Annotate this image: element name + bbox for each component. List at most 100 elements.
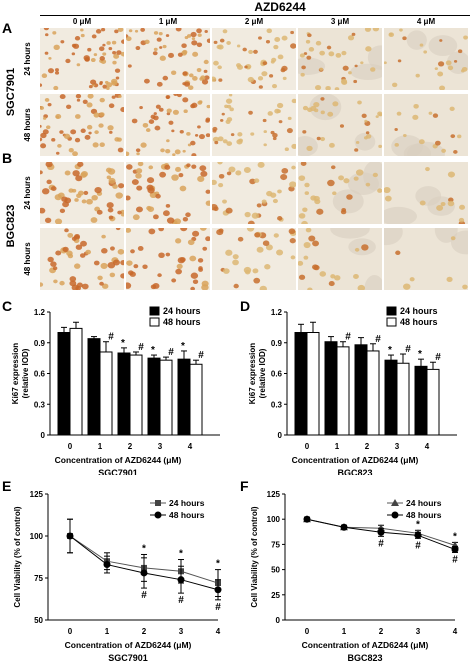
micrograph-image xyxy=(298,94,382,156)
bar xyxy=(99,351,113,436)
significance-mark: # xyxy=(345,332,351,343)
chart-subtitle: BGC823 xyxy=(337,468,372,475)
bar xyxy=(177,358,191,436)
micrograph-image xyxy=(298,162,382,224)
x-tick-label: 0 xyxy=(305,627,310,636)
significance-mark: # xyxy=(108,332,114,343)
micrograph-image xyxy=(212,94,296,156)
y-tick-label: 0 xyxy=(276,616,281,625)
x-axis-label: Concentration of AZD6244 (μM) xyxy=(292,455,419,465)
legend-label: 24 hours xyxy=(163,306,201,316)
concentration-column-label: 0 μM xyxy=(72,17,92,26)
x-axis-label: Concentration of AZD6244 (μM) xyxy=(55,455,182,465)
x-tick-label: 2 xyxy=(365,442,370,451)
y-tick-label: 1.2 xyxy=(271,308,283,317)
timepoint-row-label: 24 hours xyxy=(23,176,32,210)
x-axis-label: Concentration of AZD6244 (μM) xyxy=(65,640,192,650)
bar xyxy=(324,341,338,436)
chart-subtitle: SGC7901 xyxy=(108,653,148,663)
micrograph-image xyxy=(384,94,468,156)
cell-line-label: BGC823 xyxy=(5,204,17,248)
y-tick-label: 50 xyxy=(271,566,280,575)
panel-letter-f: F xyxy=(240,478,249,494)
data-point xyxy=(103,561,111,569)
bar xyxy=(129,354,143,436)
micrograph-image xyxy=(126,28,210,90)
x-tick-label: 1 xyxy=(335,442,340,451)
micrograph-image xyxy=(126,162,210,224)
significance-mark: # xyxy=(452,554,458,565)
x-tick-label: 1 xyxy=(342,627,347,636)
y-axis-label: Cell Viability (% of control) xyxy=(13,506,22,608)
panel-letter-b: B xyxy=(2,150,13,166)
bar xyxy=(366,350,380,436)
micrograph-image xyxy=(384,28,468,90)
legend-swatch xyxy=(386,306,397,316)
data-point xyxy=(377,528,385,536)
significance-mark: # xyxy=(141,590,147,601)
y-tick-label: 0.3 xyxy=(34,400,46,409)
significance-mark: * xyxy=(416,519,420,530)
bar xyxy=(69,327,83,436)
significance-mark: * xyxy=(151,345,155,356)
concentration-column-label: 3 μM xyxy=(330,17,350,26)
legend-label: 48 hours xyxy=(400,317,438,327)
x-tick-label: 4 xyxy=(425,442,430,451)
y-axis-label: (relative IOD) xyxy=(21,348,30,398)
bar xyxy=(189,363,203,436)
micrograph-image xyxy=(298,28,382,90)
y-tick-label: 0.9 xyxy=(34,339,46,348)
bar xyxy=(354,344,368,436)
bar xyxy=(147,357,161,436)
y-axis-label: (relative IOD) xyxy=(258,348,267,398)
significance-mark: * xyxy=(179,549,183,560)
significance-mark: # xyxy=(415,540,421,551)
significance-mark: * xyxy=(181,341,185,352)
x-tick-label: 2 xyxy=(128,442,133,451)
bar xyxy=(396,362,410,436)
significance-mark: # xyxy=(138,342,144,353)
bar xyxy=(384,359,398,436)
bar xyxy=(87,338,101,436)
panel-letter-c: C xyxy=(2,298,13,314)
x-tick-label: 4 xyxy=(453,627,458,636)
concentration-column-label: 1 μM xyxy=(158,17,178,26)
x-tick-label: 1 xyxy=(98,442,103,451)
cell-line-label: SGC7901 xyxy=(5,67,17,117)
micrograph-image xyxy=(384,228,468,290)
micrograph-image xyxy=(384,162,468,224)
drug-title: AZD6244 xyxy=(254,0,306,14)
x-tick-label: 0 xyxy=(68,627,73,636)
x-tick-label: 3 xyxy=(179,627,184,636)
y-tick-label: 25 xyxy=(271,591,280,600)
significance-mark: * xyxy=(121,338,125,349)
significance-mark: # xyxy=(215,602,221,613)
bar xyxy=(336,346,350,436)
micrograph-image xyxy=(40,162,124,224)
data-point xyxy=(340,523,348,531)
data-point xyxy=(214,586,222,594)
bar xyxy=(414,365,428,436)
significance-mark: # xyxy=(375,334,381,345)
chart-subtitle: BGC823 xyxy=(347,653,382,663)
x-tick-label: 3 xyxy=(395,442,400,451)
concentration-column-label: 4 μM xyxy=(416,17,436,26)
y-tick-label: 0.6 xyxy=(271,370,283,379)
y-tick-label: 75 xyxy=(34,574,43,583)
chart-subtitle: SGC7901 xyxy=(98,468,138,475)
x-axis-label: Concentration of AZD6244 (μM) xyxy=(302,640,429,650)
bar xyxy=(159,359,173,436)
bar xyxy=(57,332,71,436)
data-point xyxy=(303,515,311,523)
significance-mark: # xyxy=(178,595,184,606)
micrograph-image xyxy=(212,28,296,90)
bar xyxy=(306,332,320,436)
legend-label: 48 hours xyxy=(169,510,205,520)
significance-mark: # xyxy=(198,350,204,361)
legend-marker xyxy=(155,500,161,506)
y-tick-label: 75 xyxy=(271,540,280,549)
y-tick-label: 0.6 xyxy=(34,370,46,379)
significance-mark: # xyxy=(378,538,384,549)
data-point xyxy=(177,576,185,584)
